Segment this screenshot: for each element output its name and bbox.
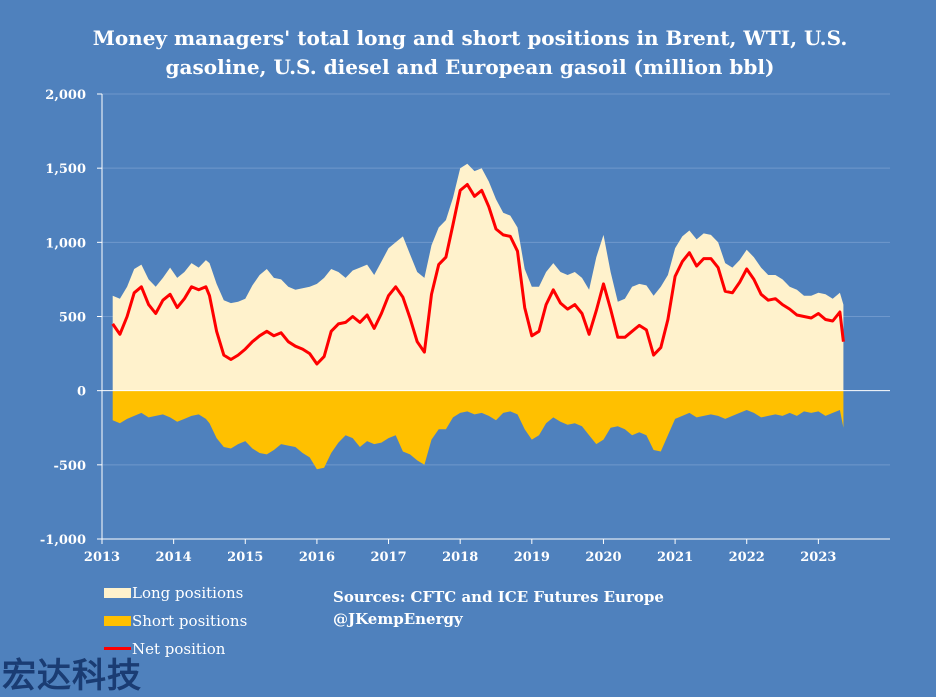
legend-label-short: Short positions bbox=[132, 612, 248, 630]
x-tick-label: 2018 bbox=[442, 550, 478, 565]
x-tick-label: 2023 bbox=[800, 550, 836, 565]
x-tick-label: 2015 bbox=[227, 550, 263, 565]
sources-note: Sources: CFTC and ICE Futures Europe @JK… bbox=[333, 586, 664, 630]
legend-item-short: Short positions bbox=[104, 611, 334, 639]
series-layer bbox=[111, 163, 845, 470]
y-tick-label: 2,000 bbox=[45, 88, 86, 103]
x-tick-label: 2021 bbox=[657, 550, 693, 565]
legend-swatch-net bbox=[104, 647, 131, 650]
axes: -1,000 -500 0 500 1,000 1,500 2,000 2013 2014 201… bbox=[40, 88, 890, 565]
x-tick-label: 2014 bbox=[156, 550, 192, 565]
x-tick-label: 2020 bbox=[585, 550, 621, 565]
legend-label-long: Long positions bbox=[132, 584, 244, 602]
x-tick-label: 2022 bbox=[729, 550, 765, 565]
legend-label-net: Net position bbox=[132, 640, 226, 658]
chart-title-line-2: gasoline, U.S. diesel and European gasoi… bbox=[165, 55, 775, 79]
sources-line: Sources: CFTC and ICE Futures Europe bbox=[333, 588, 664, 606]
legend-swatch-short bbox=[104, 616, 131, 626]
legend: Long positions Short positions Net posit… bbox=[104, 583, 334, 667]
y-tick-label: -500 bbox=[53, 459, 86, 474]
y-tick-label: -1,000 bbox=[40, 533, 86, 548]
chart-title: Money managers' total long and short pos… bbox=[60, 24, 880, 82]
y-tick-label: 500 bbox=[59, 311, 86, 326]
y-tick-label: 0 bbox=[77, 385, 86, 400]
legend-swatch-long bbox=[104, 588, 131, 598]
x-tick-label: 2013 bbox=[84, 550, 120, 565]
series-area-short-positions bbox=[112, 390, 844, 470]
author-handle: @JKempEnergy bbox=[333, 610, 463, 628]
x-tick-label: 2019 bbox=[514, 550, 550, 565]
x-tick-label: 2016 bbox=[299, 550, 335, 565]
legend-item-net: Net position bbox=[104, 639, 334, 667]
series-area-long-positions bbox=[112, 163, 844, 391]
y-tick-label: 1,000 bbox=[45, 236, 86, 251]
chart-title-line-1: Money managers' total long and short pos… bbox=[92, 26, 848, 50]
series-line-net-position bbox=[111, 183, 845, 366]
legend-item-long: Long positions bbox=[104, 583, 334, 611]
y-tick-label: 1,500 bbox=[45, 162, 86, 177]
watermark-text: 宏达科技 bbox=[2, 656, 142, 696]
x-tick-label: 2017 bbox=[370, 550, 406, 565]
